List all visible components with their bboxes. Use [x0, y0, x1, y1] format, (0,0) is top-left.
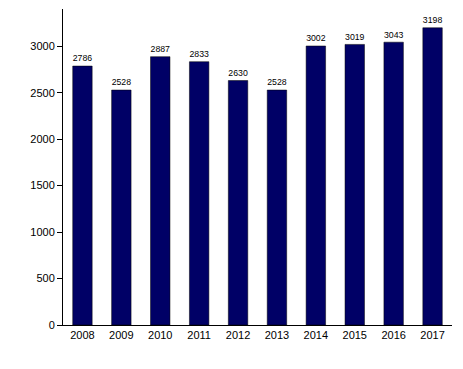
- svg-text:2013: 2013: [265, 329, 289, 341]
- svg-text:2528: 2528: [112, 77, 132, 87]
- svg-text:1000: 1000: [30, 226, 54, 238]
- svg-text:2000: 2000: [30, 133, 54, 145]
- svg-text:2017: 2017: [420, 329, 444, 341]
- svg-text:500: 500: [36, 272, 54, 284]
- svg-text:1500: 1500: [30, 179, 54, 191]
- svg-text:0: 0: [49, 319, 55, 331]
- svg-text:2500: 2500: [30, 87, 54, 99]
- svg-text:2887: 2887: [151, 44, 171, 54]
- svg-text:2786: 2786: [73, 53, 93, 63]
- svg-text:2011: 2011: [187, 329, 211, 341]
- svg-text:2016: 2016: [381, 329, 405, 341]
- svg-text:2015: 2015: [343, 329, 367, 341]
- svg-text:3002: 3002: [306, 33, 326, 43]
- svg-text:3000: 3000: [30, 40, 54, 52]
- svg-text:3019: 3019: [345, 32, 365, 42]
- svg-text:2009: 2009: [109, 329, 133, 341]
- svg-text:2630: 2630: [228, 68, 248, 78]
- svg-text:2014: 2014: [304, 329, 328, 341]
- svg-text:2010: 2010: [148, 329, 172, 341]
- svg-text:2012: 2012: [226, 329, 250, 341]
- svg-text:2528: 2528: [267, 77, 287, 87]
- svg-text:2833: 2833: [189, 49, 209, 59]
- svg-text:3198: 3198: [423, 15, 443, 25]
- svg-text:2008: 2008: [70, 329, 94, 341]
- svg-text:3043: 3043: [384, 30, 404, 40]
